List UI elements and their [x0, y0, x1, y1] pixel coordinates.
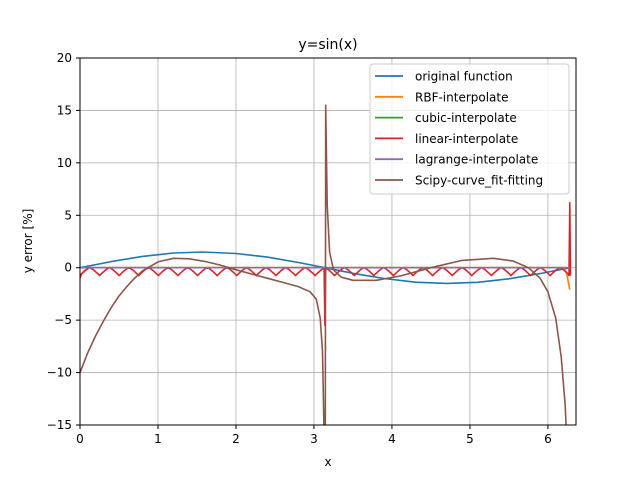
y-tick-label: −5 — [54, 313, 72, 327]
series-lines — [80, 104, 572, 425]
legend-label: linear-interpolate — [415, 132, 518, 146]
chart-title: y=sin(x) — [298, 37, 357, 53]
y-tick-label: 0 — [64, 261, 72, 275]
legend-label: lagrange-interpolate — [415, 153, 538, 167]
y-tick-label: 15 — [57, 103, 72, 117]
series-line-scipy-curve-fit-fitting — [80, 104, 567, 425]
x-axis-label: x — [324, 455, 331, 469]
legend-label: original function — [415, 70, 513, 84]
y-tick-label: 10 — [57, 156, 72, 170]
x-tick-label: 4 — [388, 432, 396, 446]
axes-frame — [79, 57, 577, 426]
x-tick-label: 1 — [154, 432, 162, 446]
x-tick-label: 0 — [76, 432, 84, 446]
legend: original function RBF-interpolate cubic-in… — [369, 63, 570, 195]
y-tick-label: 5 — [64, 208, 72, 222]
ticks: 0 1 2 3 4 5 6 −15 −10 −5 0 5 10 15 20 — [47, 51, 552, 446]
legend-label: cubic-interpolate — [415, 111, 517, 125]
x-tick-label: 6 — [544, 432, 552, 446]
y-tick-label: −15 — [47, 418, 72, 432]
x-tick-label: 5 — [466, 432, 474, 446]
y-axis-label: y error [%] — [21, 209, 35, 274]
y-tick-label: 20 — [57, 51, 72, 65]
legend-label: RBF-interpolate — [415, 90, 509, 104]
legend-label: Scipy-curve_fit-fitting — [415, 174, 543, 188]
x-tick-label: 2 — [232, 432, 240, 446]
x-tick-label: 3 — [310, 432, 318, 446]
y-tick-label: −10 — [47, 366, 72, 380]
